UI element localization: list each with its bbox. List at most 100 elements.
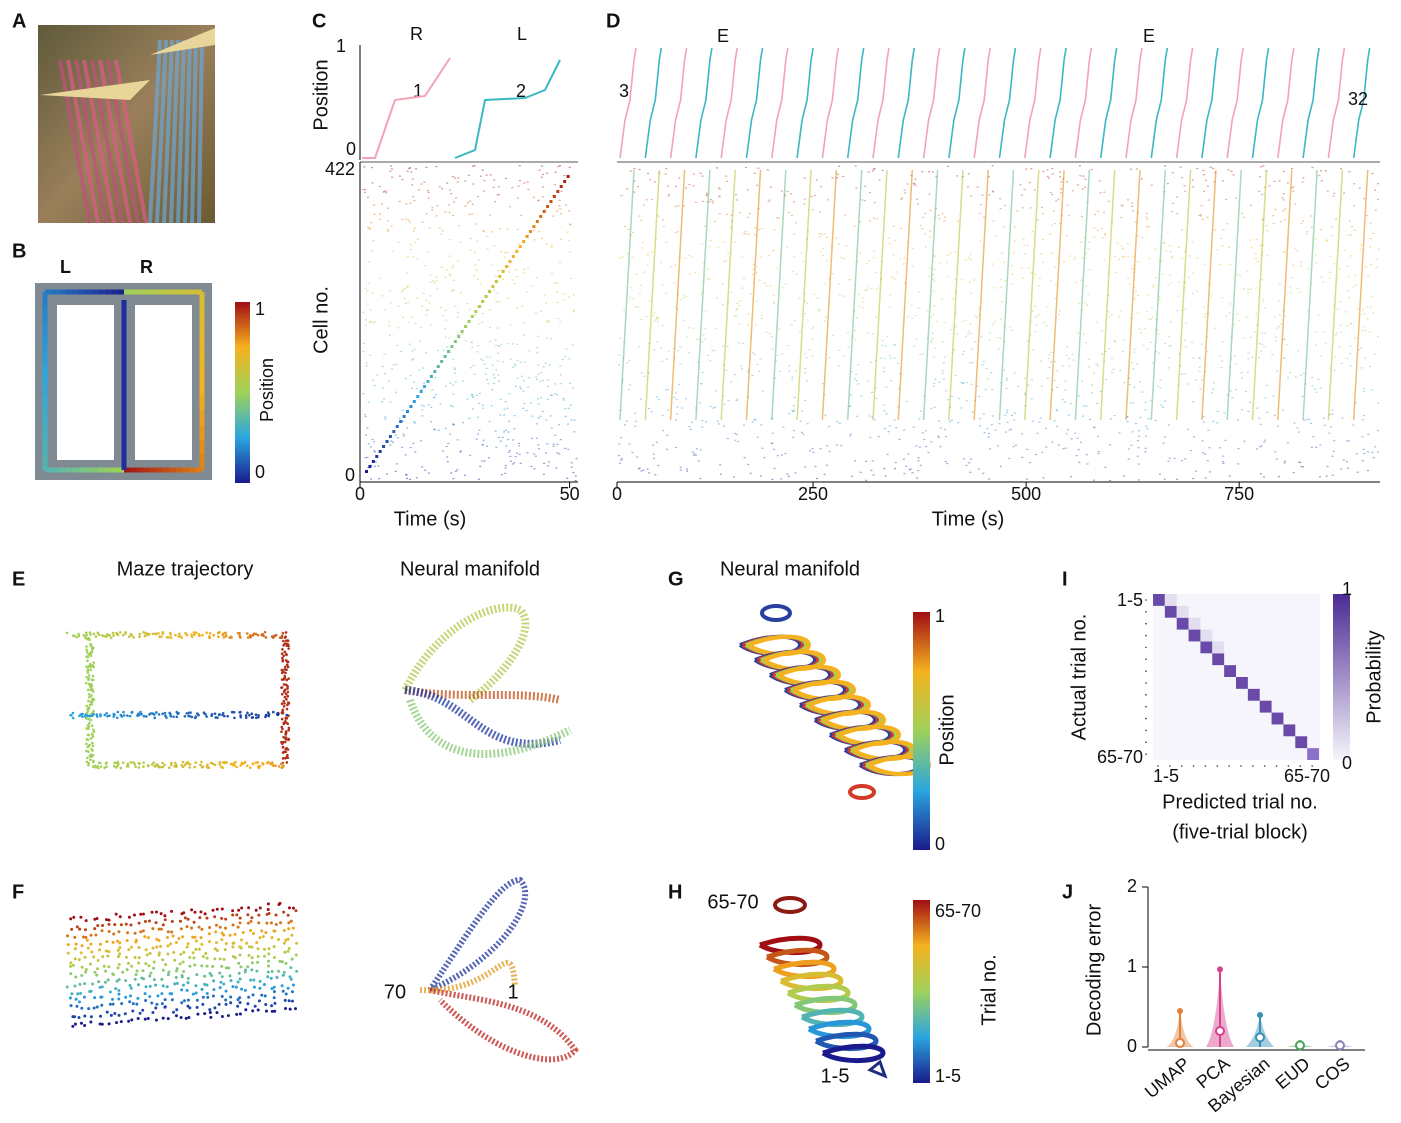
trajectory-dot — [209, 632, 212, 635]
raster-dot — [803, 261, 805, 262]
raster-dot — [745, 231, 747, 232]
cube-dot — [66, 934, 69, 937]
raster-dot — [665, 168, 667, 169]
raster-dot — [548, 320, 550, 321]
raster-dot — [556, 211, 558, 212]
cube-dot — [239, 1001, 242, 1004]
raster-dot — [1023, 238, 1025, 239]
raster-dot — [421, 183, 423, 184]
raster-dot — [374, 321, 376, 322]
raster-dot — [507, 431, 509, 432]
raster-dot — [502, 361, 504, 362]
raster-dot — [677, 205, 679, 206]
trajectory-dot — [286, 708, 289, 711]
cube-dot — [193, 964, 196, 967]
raster-dot — [905, 466, 907, 467]
cube-dot — [225, 990, 228, 993]
raster-dot — [836, 445, 838, 446]
cube-dot — [182, 951, 185, 954]
cube-dot — [283, 971, 286, 974]
raster-dot — [626, 421, 628, 422]
cube-dot — [263, 955, 266, 958]
trajectory-dot — [85, 645, 88, 648]
raster-dot — [464, 475, 466, 476]
raster-dot — [1180, 166, 1182, 167]
raster-dot — [636, 456, 638, 457]
raster-dot — [947, 399, 949, 400]
raster-dot — [1132, 368, 1134, 369]
arm-label: L — [60, 257, 71, 277]
raster-dot — [517, 229, 519, 230]
raster-dot — [1017, 386, 1019, 387]
raster-dot — [444, 277, 446, 278]
raster-dot — [768, 255, 770, 256]
raster-dot — [1047, 378, 1049, 379]
cube-dot — [104, 981, 107, 984]
raster-dot — [681, 407, 683, 408]
raster-dot — [1011, 415, 1013, 416]
raster-dot — [566, 348, 568, 349]
raster-dot — [541, 166, 543, 167]
raster-sweep — [1151, 170, 1165, 420]
cube-dot — [247, 906, 250, 909]
raster-dot — [1032, 310, 1034, 311]
raster-dot — [624, 226, 626, 227]
cube-dot — [97, 980, 100, 983]
raster-dot — [528, 350, 530, 351]
raster-dot — [946, 463, 948, 464]
raster-dot — [1276, 328, 1278, 329]
raster-dot — [911, 472, 913, 473]
cube-dot — [219, 957, 222, 960]
raster-dot — [1145, 217, 1147, 218]
raster-dot — [527, 181, 529, 182]
trajectory-dot — [282, 700, 285, 703]
raster-dot — [532, 225, 535, 228]
trajectory-dot — [162, 632, 165, 635]
colorbar-tick: 0 — [255, 462, 265, 482]
raster-dot — [538, 417, 540, 418]
raster-dot — [1164, 436, 1166, 437]
raster-dot — [621, 458, 623, 459]
raster-dot — [367, 303, 369, 304]
raster-dot — [804, 198, 806, 199]
cube-dot — [80, 951, 83, 954]
raster-dot — [409, 344, 411, 345]
raster-dot — [573, 310, 575, 311]
trajectory-dot — [281, 648, 284, 651]
raster-dot — [560, 383, 562, 384]
trajectory-dot — [190, 633, 193, 636]
cube-dot — [80, 1007, 83, 1010]
raster-dot — [516, 276, 518, 277]
raster-dot — [1095, 363, 1097, 364]
cube-dot — [148, 995, 151, 998]
trajectory-dot — [142, 761, 145, 764]
raster-dot — [397, 437, 399, 438]
raster-dot — [861, 302, 863, 303]
cube-dot — [220, 965, 223, 968]
cube-dot — [221, 1015, 224, 1018]
raster-dot — [912, 266, 914, 267]
raster-dot — [457, 335, 460, 338]
trajectory-dot — [89, 633, 92, 636]
raster-dot — [1170, 257, 1172, 258]
raster-dot — [1059, 176, 1061, 177]
raster-dot — [1200, 215, 1202, 216]
cube-dot — [215, 941, 218, 944]
raster-dot — [1206, 217, 1208, 218]
raster-dot — [1209, 471, 1211, 472]
raster-dot — [755, 419, 757, 420]
raster-dot — [777, 455, 779, 456]
cube-dot — [267, 964, 270, 967]
raster-dot — [980, 336, 982, 337]
raster-dot — [1057, 199, 1059, 200]
raster-dot — [880, 358, 882, 359]
raster-dot — [1088, 242, 1090, 243]
cube-dot — [72, 916, 75, 919]
raster-dot — [486, 236, 488, 237]
raster-dot — [1171, 256, 1173, 257]
raster-dot — [1371, 173, 1373, 174]
trajectory-dot — [277, 714, 280, 717]
raster-dot — [525, 410, 527, 411]
raster-dot — [532, 416, 534, 417]
raster-dot — [462, 422, 464, 423]
